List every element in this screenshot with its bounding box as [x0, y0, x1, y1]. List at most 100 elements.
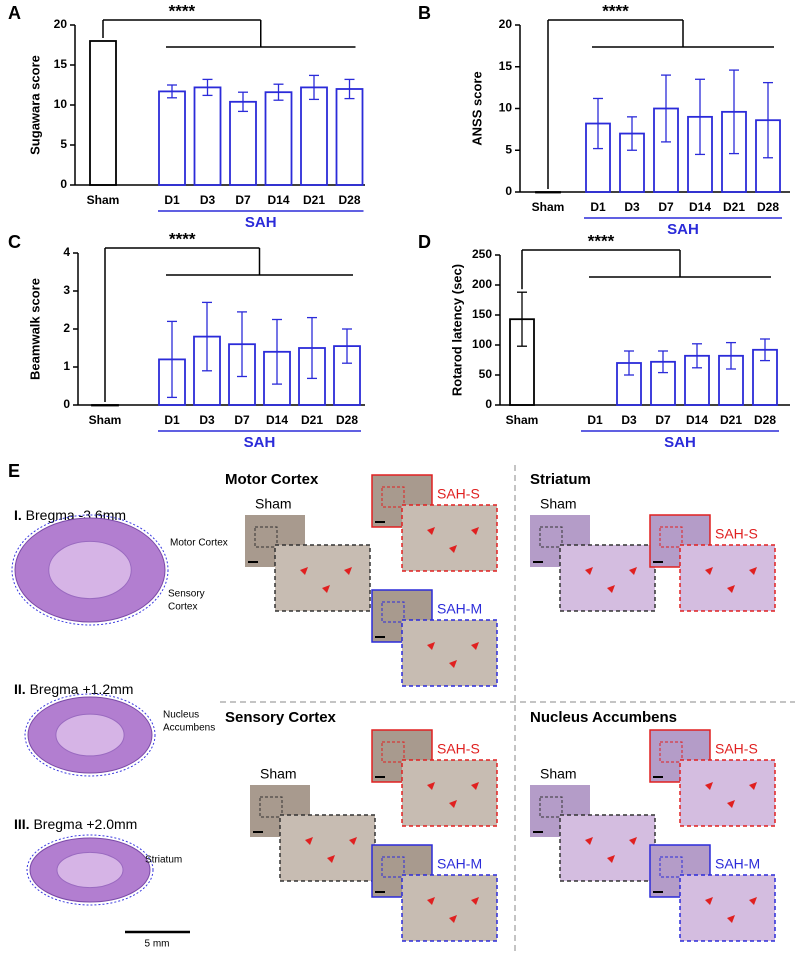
- bar: [264, 91, 293, 186]
- arrowhead: [471, 527, 479, 535]
- section-name: Bregma +1.2mm: [30, 681, 134, 697]
- zoom-box: [659, 741, 683, 763]
- zoom-micrograph: [401, 874, 498, 942]
- group-label: Sham: [260, 766, 297, 782]
- region-label: Motor Cortex: [170, 538, 228, 549]
- zoom-box: [381, 486, 405, 508]
- group-label: SAH-S: [437, 741, 480, 757]
- brain-inner: [55, 713, 125, 757]
- x-tick-label: D3: [200, 193, 216, 207]
- arrowhead: [607, 585, 615, 593]
- region-title: Sensory Cortex: [225, 709, 337, 726]
- zoom-box: [539, 526, 563, 548]
- region-label: Cortex: [168, 602, 197, 613]
- arrowhead: [749, 567, 757, 575]
- x-tick-label: D28: [757, 200, 779, 214]
- region-title: Motor Cortex: [225, 471, 319, 488]
- arrowhead: [427, 642, 435, 650]
- section-title: II. Bregma +1.2mm: [14, 681, 133, 697]
- y-tick-label: 100: [472, 337, 492, 351]
- zoom-box: [254, 526, 278, 548]
- zoom-micrograph: [679, 874, 776, 942]
- group-label: SAH-M: [437, 601, 482, 617]
- group-label: SAH-S: [437, 486, 480, 502]
- group-label: SAH-S: [715, 526, 758, 542]
- bar: [300, 86, 328, 186]
- arrowhead: [607, 855, 615, 863]
- x-tick-label: D28: [336, 413, 358, 427]
- group-label: Sham: [540, 496, 577, 512]
- panel-letter: D: [418, 232, 431, 252]
- zoom-micrograph: [559, 544, 656, 612]
- region-label: Nucleus: [163, 710, 199, 721]
- x-tick-label: D3: [624, 200, 640, 214]
- y-tick-label: 20: [499, 17, 513, 31]
- arrowhead: [585, 567, 593, 575]
- group-label: Sham: [255, 496, 292, 512]
- y-tick-label: 1: [63, 359, 70, 373]
- x-tick-label: Sham: [532, 200, 565, 214]
- section-title: III. Bregma +2.0mm: [14, 816, 137, 832]
- scale-label: 5 mm: [145, 939, 170, 950]
- zoom-box: [259, 796, 283, 818]
- panel-letter: C: [8, 232, 21, 252]
- section-number: I.: [14, 507, 22, 523]
- x-tick-label: D7: [235, 193, 251, 207]
- y-tick-label: 10: [54, 97, 68, 111]
- y-tick-label: 5: [60, 137, 67, 151]
- y-tick-label: 50: [479, 367, 493, 381]
- bar: [229, 100, 257, 186]
- y-tick-label: 150: [472, 307, 492, 321]
- arrowhead: [449, 545, 457, 553]
- x-tick-label: D28: [754, 413, 776, 427]
- y-tick-label: 0: [505, 184, 512, 198]
- arrowhead: [471, 642, 479, 650]
- arrowhead: [427, 782, 435, 790]
- arrowhead: [327, 855, 335, 863]
- brain-outline: [11, 514, 169, 626]
- brain-outline: [26, 834, 154, 906]
- group-label: SAH: [664, 434, 696, 451]
- y-tick-label: 0: [485, 397, 492, 411]
- y-tick-label: 3: [63, 283, 70, 297]
- x-tick-label: D21: [720, 413, 742, 427]
- brain-inner: [56, 851, 124, 889]
- x-tick-label: D7: [234, 413, 250, 427]
- x-tick-label: D1: [164, 413, 180, 427]
- x-tick-label: D1: [164, 193, 180, 207]
- zoom-micrograph: [401, 619, 498, 687]
- x-tick-label: Sham: [87, 193, 120, 207]
- zoom-micrograph: [274, 544, 371, 612]
- y-axis-title: Beamwalk score: [27, 278, 42, 380]
- y-axis-title: Rotarod latency (sec): [449, 264, 464, 396]
- panel-letter: E: [8, 461, 20, 481]
- group-label: SAH-M: [715, 856, 760, 872]
- significance: ****: [169, 229, 196, 248]
- arrowhead: [344, 567, 352, 575]
- zoom-micrograph: [679, 759, 776, 827]
- group-label: SAH-M: [437, 856, 482, 872]
- y-axis-title: ANSS score: [469, 71, 484, 145]
- x-tick-label: D1: [590, 200, 606, 214]
- arrowhead: [727, 915, 735, 923]
- x-tick-label: D3: [199, 413, 215, 427]
- arrowhead: [471, 782, 479, 790]
- x-tick-label: D3: [621, 413, 637, 427]
- arrowhead: [471, 897, 479, 905]
- arrowhead: [629, 837, 637, 845]
- section-name: Bregma +2.0mm: [33, 816, 137, 832]
- group-label: Sham: [540, 766, 577, 782]
- significance: ****: [169, 1, 196, 20]
- zoom-micrograph: [559, 814, 656, 882]
- bar: [91, 404, 119, 407]
- zoom-micrograph: [401, 759, 498, 827]
- x-tick-label: D7: [655, 413, 671, 427]
- arrowhead: [705, 897, 713, 905]
- group-label: SAH: [667, 221, 699, 238]
- bar: [193, 86, 222, 186]
- region-label: Sensory: [168, 589, 205, 600]
- arrowhead: [300, 567, 308, 575]
- zoom-box: [381, 856, 405, 878]
- zoom-micrograph: [401, 504, 498, 572]
